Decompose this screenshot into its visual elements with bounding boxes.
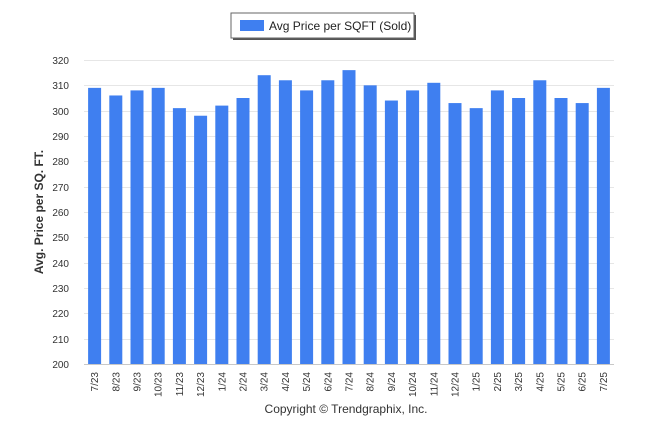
bar [363, 85, 377, 364]
bar [172, 108, 186, 364]
copyright-credit: Copyright © Trendgraphix, Inc. [265, 402, 428, 416]
bar [130, 90, 144, 365]
y-tick-label: 280 [52, 157, 69, 168]
x-tick-label: 7/23 [90, 372, 101, 392]
y-tick-label: 300 [52, 107, 69, 118]
bar [575, 103, 589, 364]
x-tick-label: 2/24 [239, 372, 250, 392]
x-tick-label: 1/25 [472, 372, 483, 392]
bar [321, 80, 335, 365]
x-tick-label: 5/24 [302, 372, 313, 392]
x-tick-label: 3/24 [260, 372, 271, 392]
bar [384, 100, 398, 364]
x-tick-label: 7/24 [345, 372, 356, 392]
x-tick-label: 9/23 [133, 372, 144, 392]
x-tick-label: 12/24 [451, 372, 462, 397]
y-tick-label: 250 [52, 233, 69, 244]
legend-swatch [240, 20, 264, 31]
bar [342, 70, 356, 364]
x-tick-label: 12/23 [196, 372, 207, 397]
y-tick-label: 240 [52, 259, 69, 270]
y-tick-label: 200 [52, 360, 69, 371]
bar [427, 82, 441, 365]
y-axis-label: Avg. Price per SQ. FT. [32, 150, 46, 274]
x-axis-ticks: 7/23 8/23 9/23 10/23 11/23 12/23 1/24 2/24 3/24 4… [90, 372, 610, 397]
bar [278, 80, 292, 365]
x-tick-label: 10/24 [408, 372, 419, 397]
x-tick-label: 3/25 [514, 372, 525, 392]
bar [490, 90, 504, 365]
x-tick-label: 7/25 [599, 372, 610, 392]
x-tick-label: 1/24 [217, 372, 228, 392]
x-tick-label: 4/25 [535, 372, 546, 392]
x-tick-label: 2/25 [493, 372, 504, 392]
bar [512, 98, 526, 364]
y-tick-label: 290 [52, 132, 69, 143]
bar [236, 98, 250, 364]
bar [448, 103, 462, 364]
y-tick-label: 210 [52, 335, 69, 346]
y-tick-label: 320 [52, 56, 69, 67]
y-tick-label: 220 [52, 309, 69, 320]
bar [469, 108, 483, 364]
y-tick-label: 310 [52, 81, 69, 92]
legend: Avg Price per SQFT (Sold) [230, 12, 416, 40]
legend-label: Avg Price per SQFT (Sold) [269, 19, 411, 33]
x-tick-label: 5/25 [557, 372, 568, 392]
bar [194, 115, 208, 364]
y-tick-label: 260 [52, 208, 69, 219]
bar [533, 80, 547, 365]
x-tick-label: 4/24 [281, 372, 292, 392]
bar [406, 90, 420, 365]
bar [300, 90, 314, 365]
x-tick-label: 11/23 [175, 372, 186, 397]
x-tick-label: 8/24 [366, 372, 377, 392]
bar [215, 105, 229, 364]
x-tick-label: 6/24 [323, 372, 334, 392]
bar [151, 87, 165, 365]
bar [596, 87, 610, 365]
bar [109, 95, 123, 364]
x-tick-label: 8/23 [111, 372, 122, 392]
x-tick-label: 6/25 [578, 372, 589, 392]
y-axis-ticks: 200 210 220 230 240 250 260 270 280 290 300 310 320 [52, 56, 69, 371]
x-tick-label: 9/24 [387, 372, 398, 392]
bar [554, 98, 568, 364]
x-tick-label: 11/24 [429, 372, 440, 397]
x-tick-label: 10/23 [154, 372, 165, 397]
y-tick-label: 230 [52, 284, 69, 295]
bar [257, 75, 271, 364]
bars [88, 70, 610, 365]
bar [88, 87, 102, 365]
y-tick-label: 270 [52, 183, 69, 194]
